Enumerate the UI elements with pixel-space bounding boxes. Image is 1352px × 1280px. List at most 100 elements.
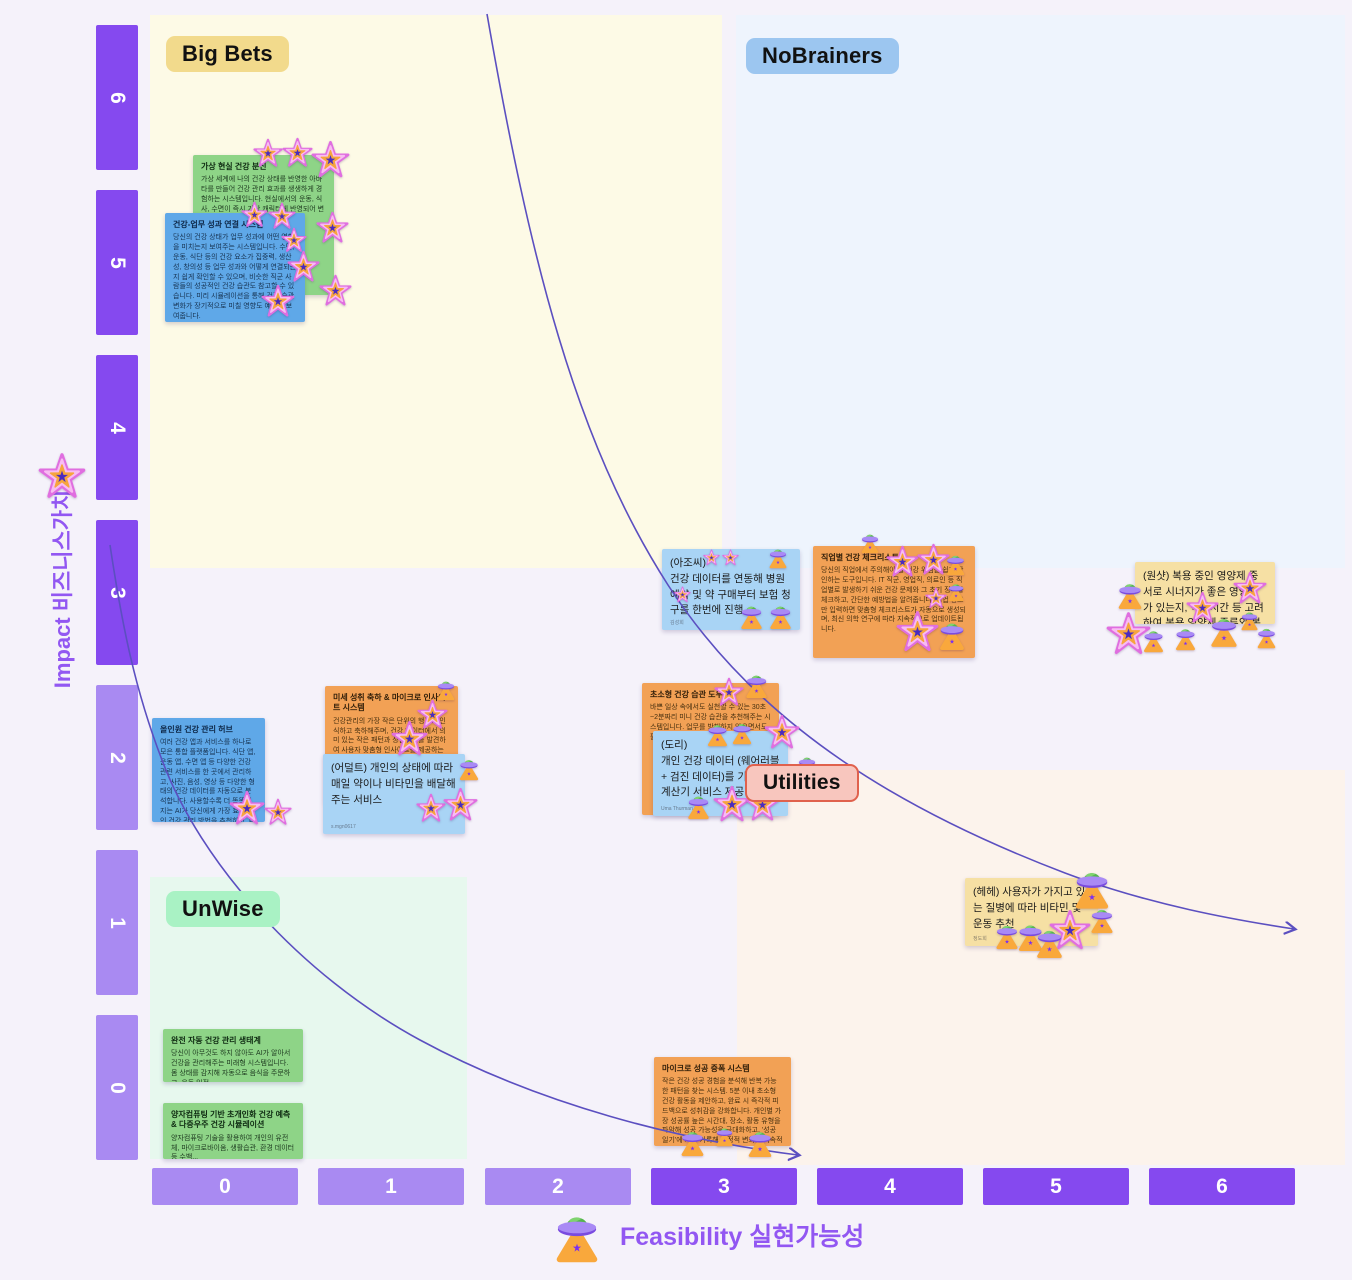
x-axis-tick-4: 4	[817, 1168, 963, 1205]
star-sticker-icon[interactable]	[886, 545, 919, 578]
y-tick-label: 1	[106, 916, 129, 929]
ufo-sticker-icon[interactable]	[1087, 904, 1117, 934]
quadrant-label-nobrainers[interactable]: NoBrainers	[746, 38, 899, 74]
y-axis-tick-1: 1	[96, 850, 138, 995]
ufo-sticker-icon[interactable]	[766, 545, 790, 569]
sticky-note-body: 당신이 아무것도 하지 않아도 AI가 알아서 건강을 관리해주는 미래형 시스…	[171, 1050, 291, 1082]
ufo-sticker-icon[interactable]	[434, 677, 458, 701]
y-tick-label: 2	[106, 751, 129, 764]
ufo-sticker-icon[interactable]	[737, 601, 766, 630]
quadrant-utilities-area	[737, 770, 1345, 1165]
ufo-sticker-icon[interactable]	[1140, 626, 1167, 653]
ufo-sticker-icon[interactable]	[456, 755, 482, 781]
y-axis-tick-3: 3	[96, 520, 138, 665]
star-sticker-icon[interactable]	[311, 140, 350, 179]
sticky-note-title: 가상 현실 건강 분신	[201, 162, 267, 171]
y-tick-label: 6	[106, 91, 129, 104]
star-sticker-icon[interactable]	[925, 587, 947, 609]
sticky-note-title: 완전 자동 건강 관리 생태계	[171, 1036, 261, 1045]
sticky-note-author: s.mgn0617	[331, 824, 356, 830]
x-axis-tick-2: 2	[485, 1168, 631, 1205]
ufo-sticker-icon[interactable]	[704, 720, 731, 747]
x-tick-label: 0	[219, 1174, 231, 1198]
star-sticker-icon	[38, 452, 86, 500]
ufo-sticker-icon[interactable]	[742, 670, 771, 699]
y-axis-tick-6: 6	[96, 25, 138, 170]
x-tick-label: 4	[884, 1174, 896, 1198]
ufo-sticker-icon[interactable]	[1172, 624, 1199, 651]
ufo-sticker-icon[interactable]	[1254, 624, 1279, 649]
y-tick-label: 4	[106, 421, 129, 434]
star-sticker-icon[interactable]	[316, 211, 349, 244]
quadrant-label-utilities[interactable]: Utilities	[745, 764, 859, 802]
star-sticker-icon[interactable]	[722, 549, 739, 566]
quadrant-nobrainers-area	[736, 15, 1345, 568]
star-sticker-icon[interactable]	[1233, 571, 1267, 605]
y-axis-tick-5: 5	[96, 190, 138, 335]
y-tick-label: 0	[106, 1081, 129, 1094]
ufo-sticker-icon[interactable]	[943, 551, 968, 576]
star-sticker-icon[interactable]	[319, 274, 352, 307]
star-sticker-icon[interactable]	[443, 787, 478, 822]
ufo-sticker-icon[interactable]	[766, 601, 795, 630]
ufo-sticker-icon[interactable]	[1114, 578, 1146, 610]
y-axis-tick-4: 4	[96, 355, 138, 500]
x-tick-label: 3	[718, 1174, 730, 1198]
sticky-note-title: 양자컴퓨팅 기반 초개인화 건강 예측 & 다중우주 건강 시뮬레이션	[171, 1110, 291, 1130]
star-sticker-icon[interactable]	[253, 138, 283, 168]
star-sticker-icon[interactable]	[287, 250, 320, 283]
star-sticker-icon[interactable]	[282, 137, 313, 168]
x-axis-title-text: Feasibility 실현가능성	[620, 1223, 865, 1251]
quadrant-label-big-bets[interactable]: Big Bets	[166, 36, 289, 72]
ufo-sticker-icon[interactable]	[744, 1126, 776, 1158]
sticky-note-title: 마이크로 성공 증폭 시스템	[662, 1064, 750, 1073]
star-sticker-icon[interactable]	[714, 677, 744, 707]
x-axis-tick-3: 3	[651, 1168, 797, 1205]
x-axis-title: Feasibility 실현가능성	[548, 1206, 864, 1264]
ufo-sticker-icon	[548, 1206, 606, 1264]
sticky-note-body: 가상 세계에 나의 건강 상태를 반영한 아바타를 만들어 건강 관리 효과를 …	[201, 176, 325, 222]
x-axis-tick-1: 1	[318, 1168, 464, 1205]
ufo-sticker-icon[interactable]	[677, 1126, 708, 1157]
x-tick-label: 2	[552, 1174, 564, 1198]
ufo-sticker-icon[interactable]	[729, 719, 755, 745]
star-sticker-icon[interactable]	[764, 714, 800, 750]
star-sticker-icon[interactable]	[896, 610, 939, 653]
x-tick-label: 1	[385, 1174, 397, 1198]
y-tick-label: 5	[106, 256, 129, 269]
star-sticker-icon[interactable]	[268, 202, 296, 230]
sticky-note-title: 올인원 건강 관리 허브	[160, 725, 233, 734]
sticky-note-author: 김성희	[670, 620, 684, 626]
sticky-note-body: 양자컴퓨팅 기술을 활용하여 개인의 유전체, 마이크로바이옴, 생활습관, 환…	[171, 1134, 295, 1159]
star-sticker-icon[interactable]	[703, 549, 720, 566]
ufo-sticker-icon[interactable]	[992, 920, 1022, 950]
x-axis-tick-5: 5	[983, 1168, 1129, 1205]
y-axis-tick-0: 0	[96, 1015, 138, 1160]
quadrant-label-unwise[interactable]: UnWise	[166, 891, 280, 927]
sticky-note-author: 정도희	[973, 936, 987, 942]
ufo-sticker-icon[interactable]	[713, 1124, 736, 1147]
ufo-sticker-icon[interactable]	[945, 580, 967, 602]
x-axis-tick-0: 0	[152, 1168, 298, 1205]
star-sticker-icon[interactable]	[674, 586, 691, 603]
star-sticker-icon[interactable]	[261, 284, 295, 318]
star-sticker-icon[interactable]	[264, 798, 292, 826]
y-tick-label: 3	[106, 586, 129, 599]
ufo-sticker-icon[interactable]	[684, 791, 713, 820]
star-sticker-icon[interactable]	[241, 201, 268, 228]
x-tick-label: 6	[1216, 1174, 1228, 1198]
ufo-sticker-icon[interactable]	[935, 617, 969, 651]
star-sticker-icon[interactable]	[391, 720, 428, 757]
ufo-sticker-icon[interactable]	[1032, 924, 1067, 959]
star-sticker-icon[interactable]	[229, 790, 265, 826]
sticky-note-title: 건강-업무 성과 연결 시스템	[173, 220, 264, 229]
star-sticker-icon[interactable]	[416, 793, 446, 823]
ufo-sticker-icon[interactable]	[858, 530, 882, 554]
x-tick-label: 5	[1050, 1174, 1062, 1198]
y-axis-tick-2: 2	[96, 685, 138, 830]
x-axis-tick-6: 6	[1149, 1168, 1295, 1205]
ufo-sticker-icon[interactable]	[1206, 612, 1242, 648]
